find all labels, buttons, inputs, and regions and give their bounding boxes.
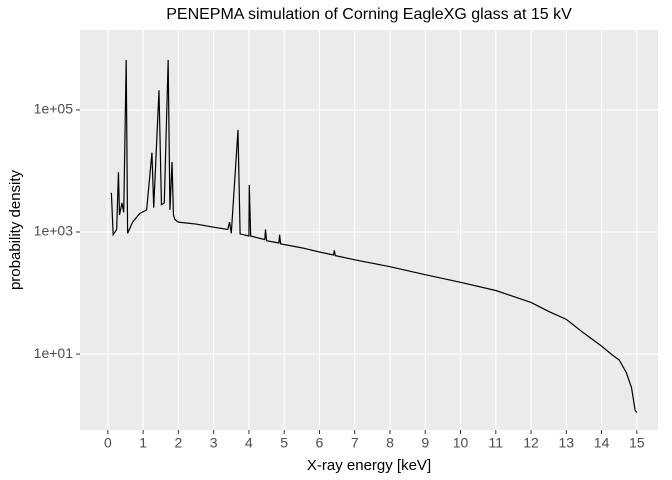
chart-title: PENEPMA simulation of Corning EagleXG gl… <box>166 6 572 23</box>
x-tick-label: 9 <box>421 435 429 451</box>
x-axis-label: X-ray energy [keV] <box>307 457 431 474</box>
x-tick-label: 8 <box>386 435 394 451</box>
x-tick-label: 10 <box>453 435 469 451</box>
x-tick-label: 13 <box>559 435 575 451</box>
y-tick-label: 1e+01 <box>34 345 74 361</box>
y-tick-label: 1e+03 <box>34 223 74 239</box>
x-tick-label: 4 <box>245 435 253 451</box>
x-tick-label: 12 <box>523 435 539 451</box>
data-line <box>110 59 638 413</box>
x-tick-label: 0 <box>104 435 112 451</box>
x-tick-label: 7 <box>351 435 359 451</box>
x-tick-label: 6 <box>316 435 324 451</box>
x-tick-label: 1 <box>139 435 147 451</box>
x-tick-label: 14 <box>594 435 610 451</box>
panel <box>80 30 658 430</box>
x-tick-label: 5 <box>280 435 288 451</box>
x-tick-label: 11 <box>489 435 504 451</box>
x-tick-label: 15 <box>629 435 645 451</box>
x-tick-label: 2 <box>174 435 182 451</box>
y-tick-label: 1e+05 <box>34 101 74 117</box>
x-tick-label: 3 <box>210 435 218 451</box>
y-axis-label: probability density <box>7 169 24 290</box>
